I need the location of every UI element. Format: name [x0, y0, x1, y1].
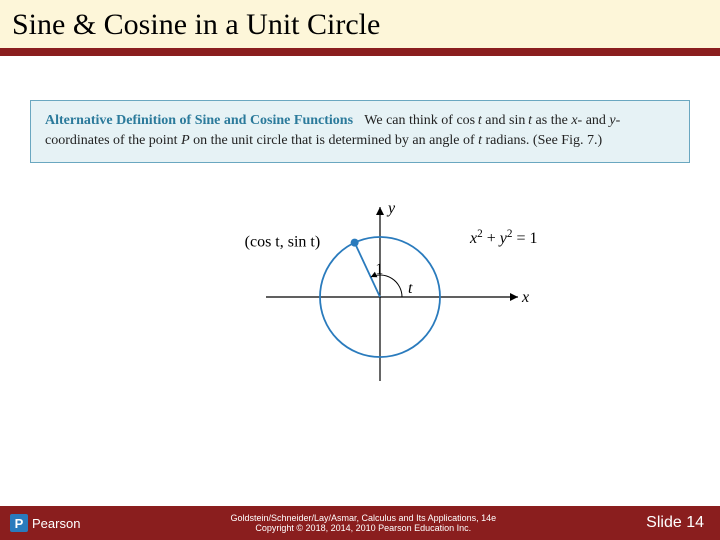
- slide-title: Sine & Cosine in a Unit Circle: [12, 8, 708, 42]
- brand-logo-icon: P: [10, 514, 28, 532]
- definition-box: Alternative Definition of Sine and Cosin…: [30, 100, 690, 163]
- footer-credit: Goldstein/Schneider/Lay/Asmar, Calculus …: [80, 513, 646, 534]
- svg-text:x: x: [521, 289, 529, 306]
- unit-circle-diagram: y x 1 t (cos t, sin t) x2 + y2 = 1: [0, 187, 720, 387]
- unit-circle-svg: y x 1 t (cos t, sin t) x2 + y2 = 1: [150, 187, 570, 387]
- slide-number: Slide 14: [646, 514, 704, 532]
- svg-text:y: y: [386, 200, 396, 217]
- credit-line-1: Goldstein/Schneider/Lay/Asmar, Calculus …: [80, 513, 646, 523]
- definition-heading: Alternative Definition of Sine and Cosin…: [45, 113, 353, 128]
- brand-name: Pearson: [32, 516, 80, 531]
- svg-text:x2 + y2 = 1: x2 + y2 = 1: [469, 228, 537, 247]
- title-bar: Sine & Cosine in a Unit Circle: [0, 0, 720, 56]
- footer-bar: P Pearson Goldstein/Schneider/Lay/Asmar,…: [0, 506, 720, 540]
- svg-text:(cos t, sin t): (cos t, sin t): [245, 233, 321, 250]
- credit-line-2: Copyright © 2018, 2014, 2010 Pearson Edu…: [80, 523, 646, 533]
- brand: P Pearson: [10, 514, 80, 532]
- svg-text:t: t: [408, 280, 413, 297]
- svg-text:1: 1: [375, 260, 383, 277]
